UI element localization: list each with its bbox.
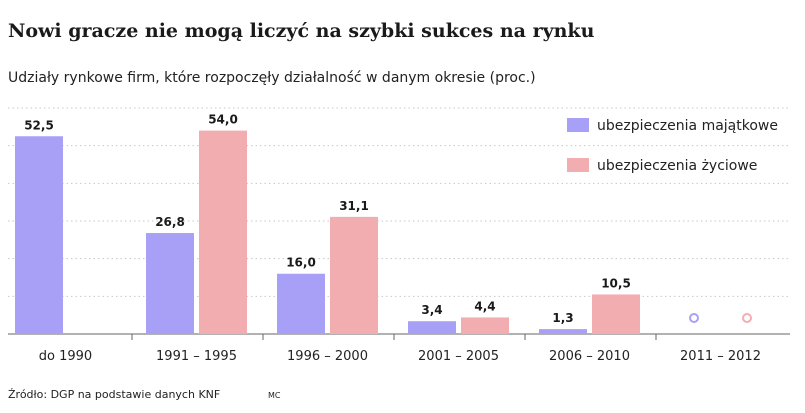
- x-tick-label: 2006 – 2010: [549, 349, 630, 364]
- data-label: 52,5: [24, 118, 54, 132]
- legend-label-majatkowe: ubezpieczenia majątkowe: [597, 118, 778, 134]
- bar-zyciowe: [592, 294, 640, 334]
- legend-swatch-majatkowe: [567, 118, 589, 132]
- empty-marker-majatkowe: [689, 313, 699, 323]
- bar-zyciowe: [199, 130, 247, 334]
- bar-majatkowe: [277, 273, 325, 334]
- author-credit: MC: [268, 391, 281, 400]
- data-label: 54,0: [208, 113, 238, 127]
- data-label: 4,4: [474, 299, 495, 313]
- data-label: 10,5: [601, 276, 631, 290]
- bar-zyciowe: [330, 216, 378, 334]
- bar-majatkowe: [539, 329, 587, 334]
- bar-zyciowe: [461, 317, 509, 334]
- legend-label-zyciowe: ubezpieczenia życiowe: [597, 158, 757, 174]
- data-label: 31,1: [339, 199, 369, 213]
- bar-majatkowe: [15, 136, 63, 334]
- x-tick-label: 2011 – 2012: [680, 349, 761, 364]
- x-tick-label: 1996 – 2000: [287, 349, 368, 364]
- data-label: 1,3: [552, 311, 573, 325]
- x-tick-label: 1991 – 1995: [156, 349, 237, 364]
- bar-majatkowe: [146, 233, 194, 334]
- x-tick-label: 2001 – 2005: [418, 349, 499, 364]
- data-label: 26,8: [155, 215, 185, 229]
- legend-swatch-zyciowe: [567, 158, 589, 172]
- source-note: Źródło: DGP na podstawie danych KNF: [8, 388, 221, 401]
- chart-subtitle: Udziały rynkowe firm, które rozpoczęły d…: [8, 70, 536, 86]
- x-tick-label: do 1990: [39, 349, 92, 364]
- bar-majatkowe: [408, 321, 456, 334]
- chart-title: Nowi gracze nie mogą liczyć na szybki su…: [8, 20, 595, 42]
- data-label: 16,0: [286, 256, 316, 270]
- empty-marker-zyciowe: [742, 313, 752, 323]
- data-label: 3,4: [421, 303, 442, 317]
